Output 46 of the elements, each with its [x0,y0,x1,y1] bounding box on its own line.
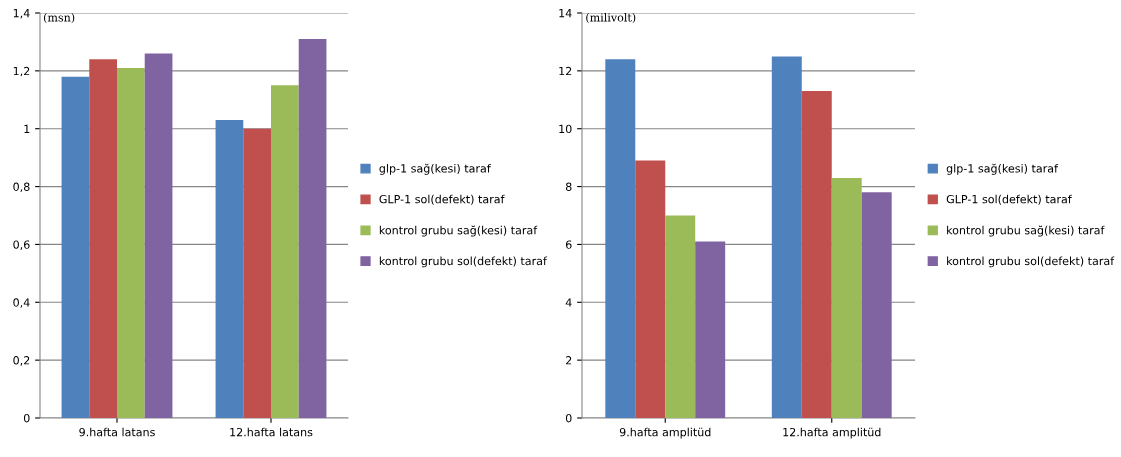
y-axis-title: (milivolt) [586,13,636,24]
legend-label: kontrol grubu sağ(kesi) taraf [379,225,538,237]
x-tick-label: 9.hafta amplitüd [619,427,711,439]
y-tick-label: 1,4 [13,9,30,19]
bar [271,85,299,418]
legend-label: kontrol grubu sol(defekt) taraf [379,256,548,268]
y-tick-label: 0,2 [13,356,30,366]
y-tick-label: 0,8 [13,182,30,193]
x-tick-label: 9.hafta latans [79,427,155,437]
legend-label: glp-1 sağ(kesi) taraf [379,163,491,175]
x-tick-label: 12.hafta latans [230,427,313,437]
legend-label: GLP-1 sol(defekt) taraf [946,194,1072,205]
y-tick-label: 12 [559,66,572,76]
y-tick-label: 1,2 [13,66,30,77]
y-tick-label: 2 [566,356,572,365]
y-tick-label: 14 [559,9,572,18]
bar [61,76,90,418]
bar [117,67,145,418]
bar [89,59,117,418]
y-tick-label: 0 [565,413,572,423]
y-tick-label: 1 [24,124,30,133]
y-tick-label: 8 [565,182,572,191]
legend-label: glp-1 sağ(kesi) taraf [946,163,1059,175]
bar [635,160,666,418]
legend-label: kontrol grubu sağ(kesi) taraf [947,225,1105,237]
y-tick-label: 4 [565,298,572,307]
bar [665,215,696,418]
y-tick-label: 0 [23,413,30,423]
y-tick-label: 0,4 [13,298,30,308]
bar [861,192,892,418]
y-axis-title: (msn) [43,13,75,24]
legend-label: GLP-1 sol(defekt) taraf [379,194,505,205]
bar [801,91,832,418]
y-tick-label: 6 [565,240,572,249]
y-tick-label: 10 [559,124,572,134]
bar [298,39,327,418]
x-tick-label: 12.hafta amplitüd [783,427,881,439]
bar [144,53,173,418]
bar [695,241,726,418]
bar [605,59,636,418]
bar [831,177,862,418]
legend-label: kontrol grubu sol(defekt) taraf [947,256,1115,268]
bar [243,128,271,418]
bar [771,56,802,418]
bar [215,120,244,418]
y-tick-label: 0,6 [13,240,30,250]
